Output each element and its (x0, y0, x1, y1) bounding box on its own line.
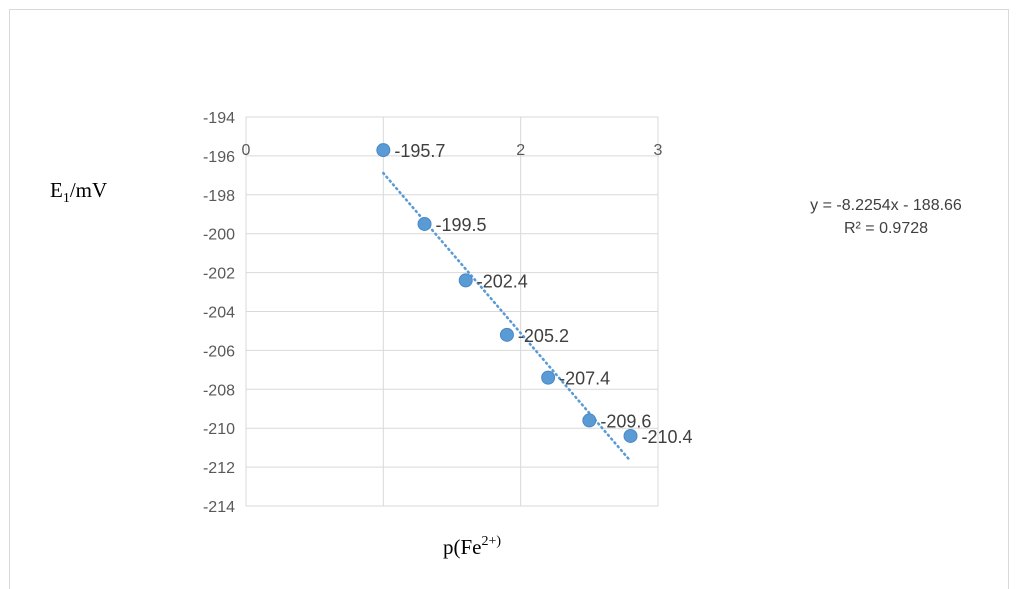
data-point (582, 413, 597, 428)
x-axis-title: p(Fe2+) (443, 534, 501, 559)
y-tick-label: -214 (203, 499, 235, 516)
chart-area (9, 9, 1009, 589)
data-label: -199.5 (436, 215, 487, 235)
y-tick-label: -200 (203, 227, 235, 244)
x-axis-title-main: p(Fe (443, 535, 482, 559)
y-tick-label: -202 (203, 266, 235, 283)
y-axis-title: E1/mV (50, 178, 107, 206)
data-labels: -195.7 -199.5 -202.4 -205.2 -207.4 -209.6-210… (394, 141, 692, 447)
x-axis-tick-labels: 0123 (242, 142, 663, 159)
data-point (541, 370, 556, 385)
x-tick-label: 0 (242, 142, 251, 159)
y-axis-tick-labels: -194 -196 -198 -200 -202 -204 -206 -208 -210 -212… (203, 110, 235, 516)
y-tick-label: -212 (203, 460, 235, 477)
x-tick-label: 3 (654, 142, 663, 159)
data-point (376, 143, 391, 158)
y-axis-title-sub: 1 (63, 191, 70, 206)
y-tick-label: -208 (203, 382, 235, 399)
data-label: -210.4 (642, 427, 693, 447)
y-tick-label: -196 (203, 149, 235, 166)
y-tick-label: -210 (203, 421, 235, 438)
data-label: -207.4 (559, 369, 610, 389)
data-point (458, 273, 473, 288)
data-label: -195.7 (394, 141, 445, 161)
data-points (376, 143, 638, 443)
data-point (417, 216, 432, 231)
y-axis-title-main: E (50, 178, 63, 202)
trendline-equation: y = -8.2254x - 188.66 (810, 197, 962, 214)
trendline (382, 171, 632, 463)
y-axis-title-rest: /mV (70, 178, 107, 202)
data-label: -202.4 (477, 271, 528, 291)
y-tick-label: -198 (203, 188, 235, 205)
data-point (499, 327, 514, 342)
y-tick-label: -204 (203, 305, 235, 322)
data-label: -205.2 (518, 326, 569, 346)
y-tick-label: -194 (203, 110, 235, 127)
y-tick-label: -206 (203, 343, 235, 360)
trendline-r-squared: R² = 0.9728 (844, 220, 928, 237)
gridlines (245, 116, 659, 507)
data-label: -209.6 (600, 411, 651, 431)
data-point (623, 428, 638, 443)
x-axis-title-sup: 2+) (482, 534, 502, 549)
x-tick-label: 2 (516, 142, 525, 159)
